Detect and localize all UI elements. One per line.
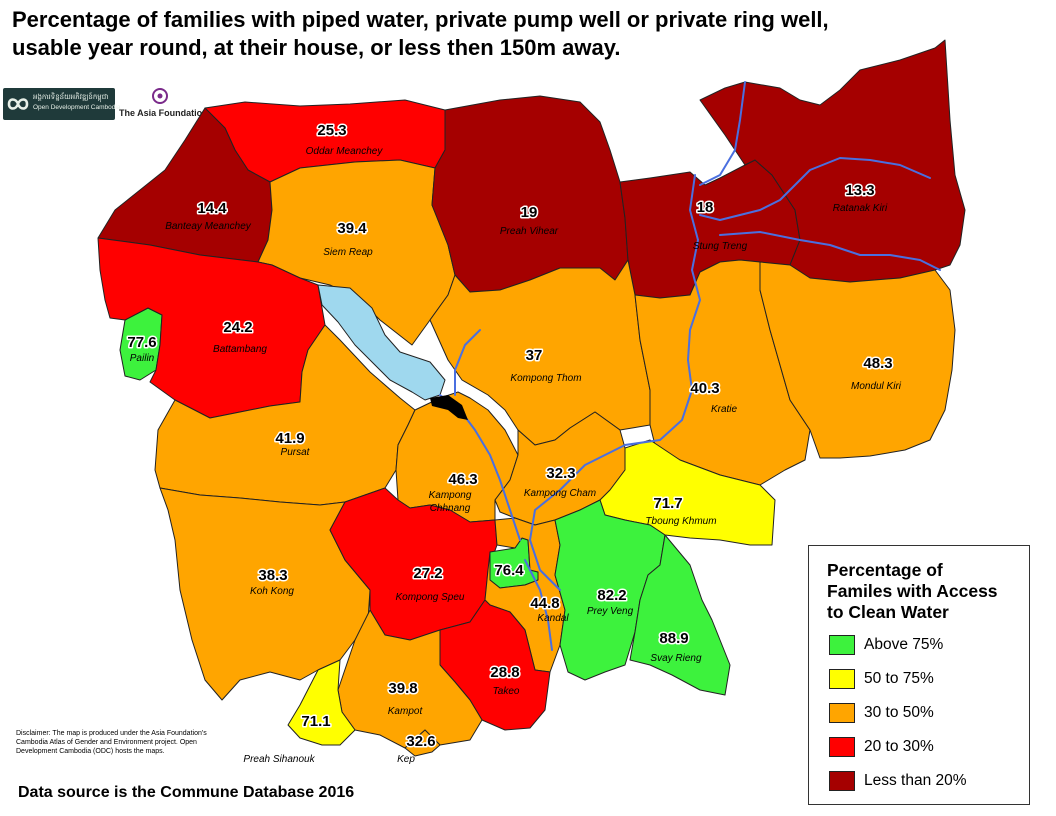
name-kampot: Kampot: [388, 706, 424, 717]
name-banteay-meanchey: Banteay Meanchey: [165, 221, 252, 232]
value-battambang: 24.2: [223, 319, 252, 336]
bassac-river: [524, 559, 553, 651]
name-kandal: Kandal: [537, 613, 569, 624]
value-kampong-cham: 32.3: [546, 465, 575, 482]
name-koh-kong: Koh Kong: [250, 586, 294, 597]
value-pursat: 41.9: [275, 430, 304, 447]
name-oddar-meanchey: Oddar Meanchey: [306, 146, 384, 157]
map-legend: Percentage of Familes with Access to Cle…: [808, 545, 1030, 805]
legend-swatch: [829, 737, 855, 757]
value-mondul-kiri: 48.3: [863, 355, 892, 372]
name-preah-sihanouk: Preah Sihanouk: [243, 754, 315, 765]
name-siem-reap: Siem Reap: [323, 247, 373, 258]
name-kompong-speu: Kompong Speu: [396, 592, 465, 603]
legend-swatch: [829, 635, 855, 655]
province-preah-vihear[interactable]: [431, 95, 629, 293]
name-prey-veng: Prey Veng: [587, 606, 634, 617]
name-svay-rieng: Svay Rieng: [650, 653, 702, 664]
legend-swatch: [829, 703, 855, 723]
name-ratanak-kiri: Ratanak Kiri: [833, 203, 888, 214]
name-kep: Kep: [397, 754, 415, 765]
value-kampong-chhnang: 46.3: [448, 471, 477, 488]
legend-title-line-1: Percentage of: [827, 560, 943, 580]
province-mondul-kiri[interactable]: [759, 261, 956, 459]
value-kampot: 39.8: [388, 680, 417, 697]
value-kratie: 40.3: [690, 380, 719, 397]
value-tboung-khmum: 71.7: [653, 495, 682, 512]
value-kompong-speu: 27.2: [413, 565, 442, 582]
name-battambang: Battambang: [213, 344, 267, 355]
value-svay-rieng: 88.9: [659, 630, 688, 647]
name-kampong-chhnang-2: Chhnang: [430, 503, 471, 514]
odc-khmer-name: អង្គការទិន្នន័យអភិវឌ្ឍន៍កម្ពុជា: [33, 94, 109, 101]
name-takeo: Takeo: [493, 686, 520, 697]
asia-foundation-icon: [152, 88, 168, 104]
title-line-1: Percentage of families with piped water,…: [12, 7, 829, 32]
data-source: Data source is the Commune Database 2016: [18, 784, 355, 801]
province-labels: 25.3 Oddar Meanchey 14.4 Banteay Meanche…: [126, 121, 902, 766]
value-kep: 32.6: [406, 733, 435, 750]
asia-foundation-logo: The Asia Foundation: [118, 88, 208, 120]
disclaimer-text: Disclaimer: The map is produced under th…: [16, 730, 207, 755]
mekong-river: [529, 174, 701, 591]
title-line-2: usable year round, at their house, or le…: [12, 35, 621, 60]
value-koh-kong: 38.3: [258, 567, 287, 584]
legend-label: Above 75%: [864, 636, 944, 653]
name-stung-treng: Stung Treng: [693, 241, 748, 252]
legend-title-line-2: Familes with Access: [827, 581, 998, 601]
asia-foundation-name: The Asia Foundation: [119, 108, 208, 118]
value-pailin: 77.6: [127, 334, 156, 351]
odc-logo: អង្គការទិន្នន័យអភិវឌ្ឍន៍កម្ពុជា Open Dev…: [3, 88, 120, 120]
value-banteay-meanchey: 14.4: [197, 200, 227, 217]
name-kompong-thom: Kompong Thom: [510, 373, 581, 384]
value-takeo: 28.8: [490, 664, 519, 681]
rivers: [439, 81, 941, 651]
legend-title-line-3: to Clean Water: [827, 602, 949, 622]
name-mondul-kiri: Mondul Kiri: [851, 381, 902, 392]
province-svay-rieng[interactable]: [629, 534, 731, 696]
province-kep[interactable]: [404, 729, 441, 757]
province-preah-sihanouk[interactable]: [287, 659, 356, 746]
legend-label: 30 to 50%: [864, 704, 934, 721]
name-pursat: Pursat: [281, 447, 311, 458]
name-kampong-cham: Kampong Cham: [524, 488, 596, 499]
legend-title: Percentage of Familes with Access to Cle…: [827, 560, 998, 623]
value-prey-veng: 82.2: [597, 587, 626, 604]
name-kratie: Kratie: [711, 404, 738, 415]
srepok-river: [719, 231, 941, 271]
legend-label: Less than 20%: [864, 772, 967, 789]
map-title: Percentage of families with piped water,…: [12, 6, 1012, 62]
legend-label: 20 to 30%: [864, 738, 934, 755]
sesan-river: [699, 157, 931, 221]
value-preah-sihanouk: 71.1: [301, 713, 330, 730]
name-kampong-chhnang-1: Kampong: [429, 490, 472, 501]
legend-swatch: [829, 771, 855, 791]
name-tboung-khmum: Tboung Khmum: [645, 516, 716, 527]
value-oddar-meanchey: 25.3: [317, 122, 346, 139]
lake-shore-dark: [430, 395, 468, 420]
province-tboung-khmum[interactable]: [599, 439, 776, 546]
legend-label: 50 to 75%: [864, 670, 934, 687]
sekong-river: [699, 81, 746, 186]
value-kompong-thom: 37: [526, 347, 543, 364]
tonle-sap-lake: [317, 284, 446, 401]
odc-infinity-icon: [7, 98, 29, 110]
value-preah-vihear: 19: [521, 204, 538, 221]
name-pailin: Pailin: [130, 353, 155, 364]
value-kandal: 44.8: [530, 595, 559, 612]
stung-sen-river: [454, 329, 481, 396]
odc-english-name: Open Development Cambodia: [33, 104, 121, 111]
name-preah-vihear: Preah Vihear: [500, 226, 559, 237]
value-stung-treng: 18: [697, 199, 714, 216]
value-ratanak-kiri: 13.3: [845, 182, 874, 199]
value-phnom-penh: 76.4: [494, 562, 524, 579]
legend-swatch: [829, 669, 855, 689]
value-siem-reap: 39.4: [337, 220, 367, 237]
